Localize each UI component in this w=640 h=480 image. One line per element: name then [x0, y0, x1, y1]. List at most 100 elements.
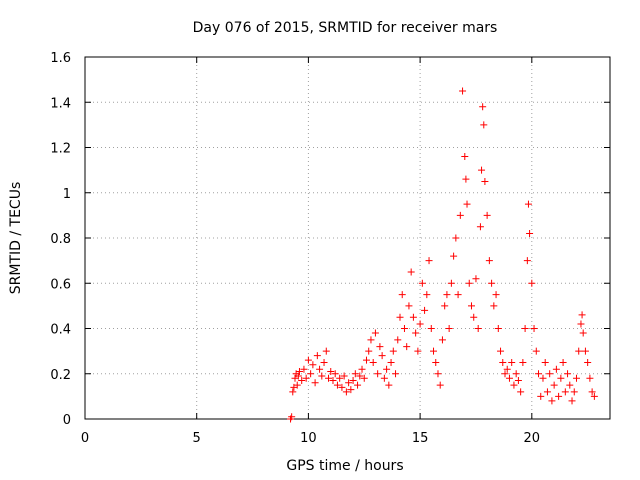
data-point [488, 279, 496, 287]
data-point [485, 257, 493, 265]
data-point [537, 392, 545, 400]
data-point [479, 103, 487, 111]
data-point [414, 347, 422, 355]
data-point [528, 279, 536, 287]
data-point [320, 358, 328, 366]
data-point [311, 379, 319, 387]
data-point [418, 279, 426, 287]
data-point [385, 381, 393, 389]
data-point [331, 370, 339, 378]
y-tick-label: 0.6 [50, 277, 71, 292]
data-point [441, 302, 449, 310]
data-point [398, 291, 406, 299]
data-point [559, 358, 567, 366]
data-point [452, 234, 460, 242]
data-point [590, 392, 598, 400]
data-point [389, 347, 397, 355]
data-point [523, 257, 531, 265]
data-point [550, 381, 558, 389]
data-point [342, 388, 350, 396]
data-point [492, 291, 500, 299]
data-point [454, 291, 462, 299]
data-point [472, 275, 480, 283]
data-point [456, 211, 464, 219]
data-point [432, 358, 440, 366]
data-point [474, 325, 482, 332]
grid [85, 57, 610, 419]
data-point [470, 313, 478, 321]
data-point [578, 311, 586, 319]
data-point [541, 358, 549, 366]
data-point [575, 347, 583, 355]
data-point [438, 336, 446, 344]
data-point [476, 223, 484, 231]
data-point [450, 252, 458, 260]
data-point [499, 358, 507, 366]
data-point [517, 388, 525, 396]
y-tick-label: 0.2 [50, 368, 71, 383]
x-axis-label: GPS time / hours [286, 458, 403, 474]
x-tick-label: 10 [300, 431, 317, 446]
data-point [508, 358, 516, 366]
data-point [490, 302, 498, 310]
chart-title: Day 076 of 2015, SRMTID for receiver mar… [193, 20, 498, 36]
data-point [447, 279, 455, 287]
data-point [338, 383, 346, 391]
data-point [430, 347, 438, 355]
data-point [307, 370, 315, 378]
data-point [412, 329, 420, 337]
y-tick-label: 0.4 [50, 323, 71, 338]
data-point [345, 379, 353, 387]
data-point [510, 381, 518, 389]
data-point [505, 374, 513, 382]
data-point [409, 313, 417, 321]
data-point [584, 358, 592, 366]
data-point [436, 381, 444, 389]
y-tick-label: 0.8 [50, 232, 71, 247]
data-point [349, 377, 357, 385]
data-point [362, 356, 370, 364]
plot-frame [84, 56, 611, 420]
data-point [336, 374, 344, 382]
x-tick-label: 15 [412, 431, 429, 446]
data-point [566, 381, 574, 389]
data-point [514, 377, 522, 385]
data-point [383, 365, 391, 373]
y-tick-label: 1.4 [50, 96, 71, 111]
data-point [483, 211, 491, 219]
data-point [462, 175, 470, 183]
data-point [552, 365, 560, 373]
data-point [325, 374, 333, 382]
data-point [443, 291, 451, 299]
data-point [327, 367, 335, 375]
data-point [354, 381, 362, 389]
data-point [586, 374, 594, 382]
data-point [579, 329, 587, 337]
data-point [539, 374, 547, 382]
data-point [380, 374, 388, 382]
data-point [392, 370, 400, 378]
data-point [570, 388, 578, 396]
data-point [356, 372, 364, 380]
data-point [577, 320, 585, 328]
data-point [543, 388, 551, 396]
data-point [394, 336, 402, 344]
data-point [371, 329, 379, 337]
data-point [557, 374, 565, 382]
data-point [524, 200, 532, 208]
data-point [403, 343, 411, 351]
data-point [288, 413, 296, 421]
data-point [503, 365, 511, 373]
data-point [421, 306, 429, 314]
data-point [289, 388, 297, 396]
data-point [340, 372, 348, 380]
data-point [555, 392, 563, 400]
data-point [548, 397, 556, 405]
y-tick-label: 1.2 [50, 142, 71, 157]
y-tick-label: 0 [63, 413, 71, 428]
data-point [347, 386, 355, 394]
data-point [494, 325, 502, 332]
data-point [396, 313, 404, 321]
data-point [481, 177, 489, 185]
data-point [546, 370, 554, 378]
